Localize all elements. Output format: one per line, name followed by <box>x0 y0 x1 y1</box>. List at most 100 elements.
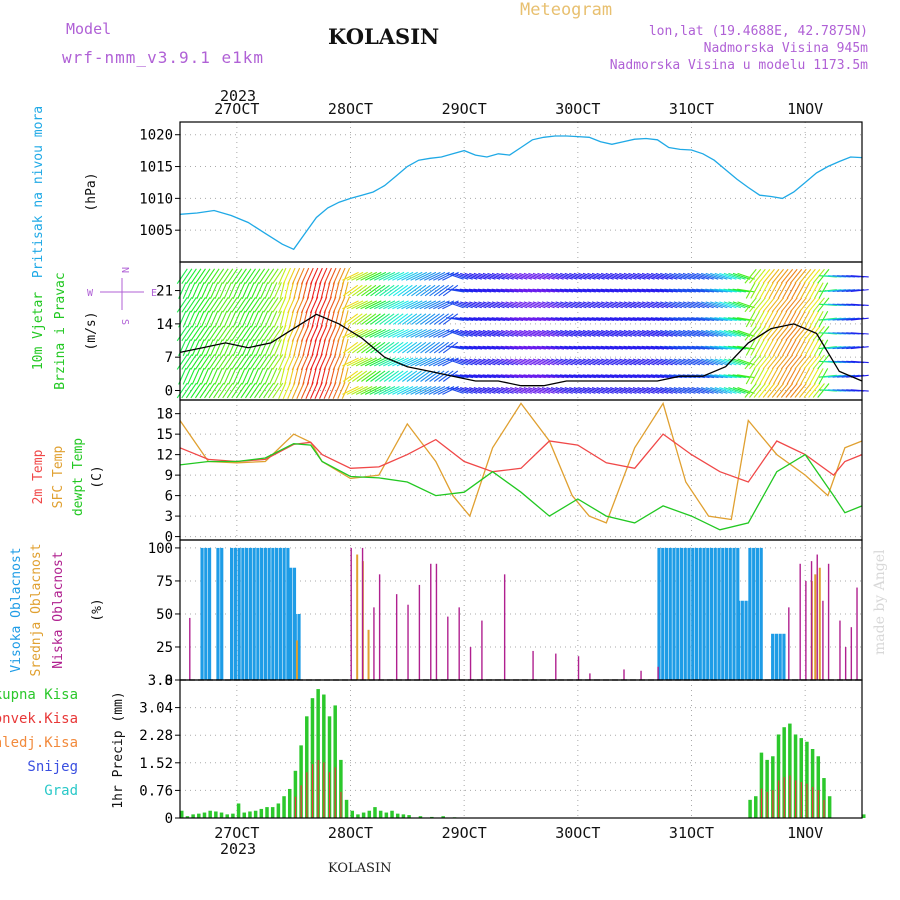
wind-barb-351 <box>351 386 368 395</box>
wind-barb-1029 <box>691 345 710 350</box>
wind-barb-647 <box>496 272 514 280</box>
wind-barb-1043 <box>696 272 714 280</box>
wind-barb-463 <box>405 328 423 338</box>
precip-bar-0 <box>180 810 184 818</box>
wind-barb-994 <box>673 329 692 337</box>
wind-barb-638 <box>491 272 510 280</box>
wind-barb-60 <box>204 297 216 313</box>
wind-barb-13 <box>181 325 193 342</box>
precip-bar-56 <box>810 749 815 818</box>
wind-barb-1072 <box>714 374 733 379</box>
wind-barb-322 <box>338 281 345 300</box>
wind-barb-735 <box>541 301 560 309</box>
wind-barb-1078 <box>714 288 733 293</box>
wind-barb-599 <box>473 317 492 322</box>
ytick-label-2-6: 18 <box>156 407 173 423</box>
wind-barb-246 <box>302 338 308 357</box>
frame-4 <box>179 679 863 819</box>
wind-barb-945 <box>650 387 669 394</box>
wind-barb-1212 <box>785 297 798 313</box>
wind-barb-23 <box>187 310 196 328</box>
wind-barb-313 <box>334 281 340 300</box>
wind-barb-1057 <box>705 329 723 337</box>
wind-barb-542 <box>446 358 464 366</box>
wind-barb-411 <box>378 300 396 310</box>
wind-barb-99 <box>226 382 238 399</box>
wind-barb-1032 <box>691 301 710 309</box>
wind-barb-307 <box>334 367 340 386</box>
wind-barb-494 <box>419 271 437 281</box>
wind-barb-143 <box>244 268 256 285</box>
wind-barb-1266 <box>812 297 825 313</box>
wind-barb-686 <box>519 358 537 366</box>
wind-barb-32 <box>191 310 201 328</box>
wind-barb-180 <box>267 382 279 399</box>
wind-barb-815 <box>582 317 601 322</box>
high-cloud-bar-21 <box>289 567 293 680</box>
wind-barb-477 <box>414 386 432 395</box>
wind-barb-612 <box>482 387 501 394</box>
wind-barb-963 <box>660 387 678 394</box>
wind-barb-25 <box>187 282 196 299</box>
wind-barb-529 <box>438 284 454 297</box>
wind-barb-811 <box>582 374 601 379</box>
wind-barb-700 <box>523 288 542 293</box>
day-label-top-0: 27OCT <box>214 100 259 118</box>
high-cloud-bar-15 <box>267 547 271 680</box>
wind-barb-50 <box>200 310 210 328</box>
wind-barb-31 <box>190 325 202 342</box>
wind-barb-392 <box>370 313 386 325</box>
wind-barb-774 <box>564 387 582 394</box>
wind-barb-756 <box>555 387 573 394</box>
ytick-label-4-1: 0.76 <box>139 783 173 799</box>
ytick-label-2-4: 12 <box>156 448 173 464</box>
wind-barb-981 <box>669 387 687 394</box>
precip-bar-16 <box>270 807 275 818</box>
wind-barb-397 <box>374 370 390 382</box>
wind-barb-597 <box>473 345 492 350</box>
wind-barb-449 <box>396 271 414 281</box>
wind-barb-83 <box>217 354 229 370</box>
wind-barb-954 <box>655 387 673 394</box>
high-cloud-bar-7 <box>237 547 241 680</box>
mid-cloud-bar-5 <box>814 574 817 680</box>
wind-barb-221 <box>288 310 295 328</box>
conv-precip-bar-24 <box>317 759 319 818</box>
wind-barb-1044 <box>700 387 719 394</box>
wind-barb-753 <box>550 301 569 309</box>
wind-barb-135 <box>244 382 256 399</box>
cloud-ylabel-low: Niska Oblacnost <box>51 551 66 668</box>
wind-barb-842 <box>596 317 615 322</box>
wind-barb-464 <box>406 313 422 325</box>
wind-barb-654 <box>500 301 519 309</box>
wind-barb-943 <box>646 288 665 293</box>
wind-barb-235 <box>297 367 304 386</box>
wind-barb-545 <box>446 317 465 322</box>
wind-barb-1234 <box>800 368 811 385</box>
wind-barb-894 <box>623 345 642 350</box>
wind-barb-215 <box>282 267 292 285</box>
wind-barb-956 <box>655 358 673 366</box>
wind-barb-904 <box>628 329 646 337</box>
wind-barb-787 <box>569 329 587 337</box>
wind-barb-812 <box>582 358 601 366</box>
wind-barb-750 <box>550 345 569 350</box>
wind-barb-1028 <box>691 358 710 366</box>
wind-barb-726 <box>537 301 555 309</box>
wind-barb-1142 <box>749 268 762 284</box>
wind-barb-202 <box>278 324 287 342</box>
wind-barb-176 <box>264 310 273 328</box>
wind-barb-929 <box>641 358 660 366</box>
wind-barb-336 <box>342 341 359 354</box>
wind-barb-1227 <box>795 339 806 356</box>
wind-barb-885 <box>618 345 637 350</box>
wind-barb-1186 <box>773 282 783 299</box>
wind-barb-106 <box>228 282 237 299</box>
wind-barb-173 <box>263 354 275 370</box>
wind-barb-1050 <box>700 301 719 309</box>
wind-barb-505 <box>429 370 445 382</box>
precip-bar-60 <box>862 814 866 818</box>
wind-barb-269 <box>309 267 319 285</box>
wind-barb-965 <box>660 358 678 366</box>
wind-barb-845 <box>596 272 614 280</box>
